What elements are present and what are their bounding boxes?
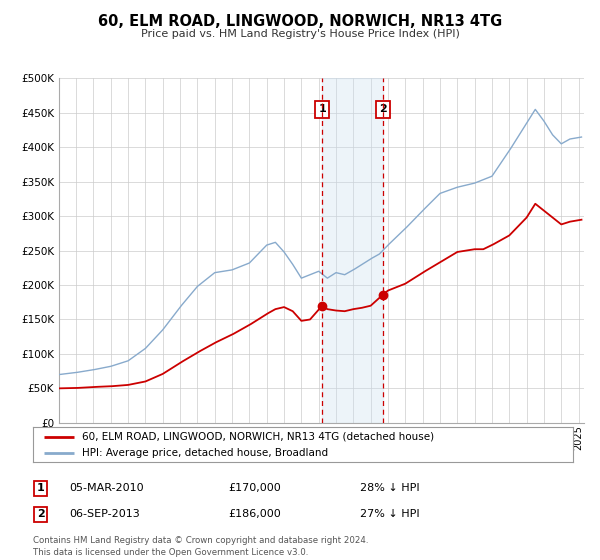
Bar xyxy=(322,78,383,423)
Text: 1: 1 xyxy=(318,104,326,114)
Text: 28% ↓ HPI: 28% ↓ HPI xyxy=(360,483,419,493)
Text: £186,000: £186,000 xyxy=(228,509,281,519)
Text: 2: 2 xyxy=(379,104,386,114)
Text: Contains HM Land Registry data © Crown copyright and database right 2024.: Contains HM Land Registry data © Crown c… xyxy=(33,536,368,545)
Text: Price paid vs. HM Land Registry's House Price Index (HPI): Price paid vs. HM Land Registry's House … xyxy=(140,29,460,39)
Text: 27% ↓ HPI: 27% ↓ HPI xyxy=(360,509,419,519)
Text: 60, ELM ROAD, LINGWOOD, NORWICH, NR13 4TG: 60, ELM ROAD, LINGWOOD, NORWICH, NR13 4T… xyxy=(98,14,502,29)
Text: 05-MAR-2010: 05-MAR-2010 xyxy=(69,483,143,493)
Text: 1: 1 xyxy=(37,483,44,493)
Text: HPI: Average price, detached house, Broadland: HPI: Average price, detached house, Broa… xyxy=(82,449,328,458)
Text: This data is licensed under the Open Government Licence v3.0.: This data is licensed under the Open Gov… xyxy=(33,548,308,557)
Text: 2: 2 xyxy=(37,509,44,519)
Text: £170,000: £170,000 xyxy=(228,483,281,493)
Text: 60, ELM ROAD, LINGWOOD, NORWICH, NR13 4TG (detached house): 60, ELM ROAD, LINGWOOD, NORWICH, NR13 4T… xyxy=(82,432,434,442)
Text: 06-SEP-2013: 06-SEP-2013 xyxy=(69,509,140,519)
